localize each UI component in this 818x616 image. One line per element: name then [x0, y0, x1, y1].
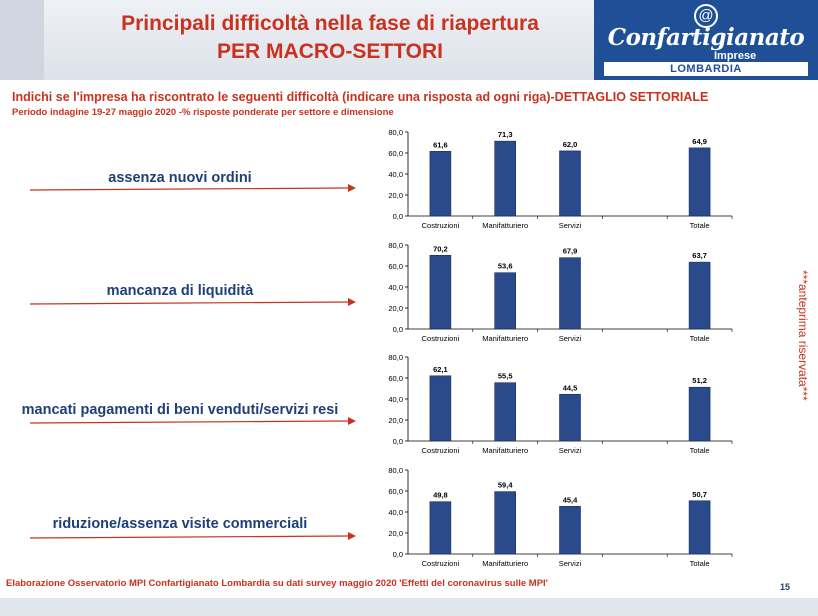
logo-sub: Imprese: [714, 50, 757, 62]
bar-value-label: 45,4: [563, 495, 578, 504]
header-banner: Principali difficoltà nella fase di riap…: [0, 0, 818, 80]
x-category-label: Costruzioni: [422, 221, 460, 230]
bar-value-label: 55,5: [498, 372, 513, 381]
bar-value-label: 63,7: [692, 251, 707, 260]
chart-mancati-pagamenti: 0,0 20,0 40,0 60,0 80,0 62,1 Costruzioni 55,5 Ma…: [388, 353, 733, 455]
bar-value-label: 53,6: [498, 262, 513, 271]
y-tick-label: 40,0: [388, 283, 403, 292]
row-label-4: riduzione/assenza visite commerciali: [52, 516, 308, 532]
y-tick-label: 80,0: [388, 353, 403, 362]
y-tick-label: 40,0: [388, 508, 403, 517]
survey-period-note: Periodo indagine 19-27 maggio 2020 -% ri…: [12, 107, 394, 118]
x-category-label: Manifatturiero: [482, 446, 528, 455]
arrow-icon: [30, 417, 356, 425]
bottom-band: [0, 598, 818, 616]
arrow-icon: [30, 532, 356, 540]
bar: [429, 375, 452, 442]
y-tick-label: 0,0: [393, 550, 403, 559]
page-number: 15: [780, 582, 791, 592]
bar: [429, 151, 452, 217]
x-category-label: Totale: [690, 446, 710, 455]
header-left-strip: [0, 0, 44, 80]
page-title: Principali difficoltà nella fase di riap…: [70, 10, 590, 66]
bar-value-label: 62,1: [433, 365, 448, 374]
bar-value-label: 51,2: [692, 376, 707, 385]
bar: [494, 140, 516, 217]
y-tick-label: 60,0: [388, 149, 403, 158]
arrow-icon: [30, 184, 356, 192]
y-tick-label: 20,0: [388, 304, 403, 313]
y-tick-label: 20,0: [388, 416, 403, 425]
x-category-label: Totale: [690, 559, 710, 568]
x-category-label: Costruzioni: [422, 334, 460, 343]
y-tick-label: 80,0: [388, 241, 403, 250]
at-sign-icon: @: [694, 4, 718, 28]
row-label-1: assenza nuovi ordini: [108, 170, 252, 186]
bar: [494, 272, 516, 330]
question-subtitle: Indichi se l'impresa ha riscontrato le s…: [12, 90, 709, 104]
chart-riduzione-visite: 0,0 20,0 40,0 60,0 80,0 49,8 Costruzioni 59,4 Ma…: [388, 466, 733, 568]
y-tick-label: 20,0: [388, 191, 403, 200]
title-line-2: PER MACRO-SETTORI: [217, 40, 443, 63]
y-tick-label: 40,0: [388, 395, 403, 404]
bar: [559, 506, 581, 555]
bar-value-label: 61,6: [433, 140, 448, 149]
bar-value-label: 70,2: [433, 244, 448, 253]
confartigianato-logo: @ Confartigianato Imprese LOMBARDIA: [594, 0, 818, 80]
x-category-label: Totale: [690, 334, 710, 343]
bar: [688, 261, 711, 330]
bar: [429, 254, 452, 330]
x-category-label: Servizi: [559, 446, 582, 455]
x-category-label: Costruzioni: [422, 559, 460, 568]
bar: [559, 150, 581, 217]
side-note: ***anteprima riservata***: [796, 270, 810, 410]
bar: [494, 382, 516, 442]
chart-assenza-nuovi-ordini: 0,0 20,0 40,0 60,0 80,0 61,6 Costruzioni 71,3 Ma…: [388, 128, 733, 230]
bar: [559, 393, 581, 442]
y-tick-label: 20,0: [388, 529, 403, 538]
bar-value-label: 64,9: [692, 137, 707, 146]
y-tick-label: 60,0: [388, 487, 403, 496]
bar: [559, 257, 581, 330]
x-category-label: Manifatturiero: [482, 559, 528, 568]
footer-source: Elaborazione Osservatorio MPI Confartigi…: [6, 578, 548, 589]
bar: [494, 491, 516, 555]
logo-name: Confartigianato: [607, 24, 805, 51]
logo-region: LOMBARDIA: [604, 62, 808, 76]
arrow-icon: [30, 298, 356, 306]
row-label-3: mancati pagamenti di beni venduti/serviz…: [21, 402, 339, 418]
bar-value-label: 59,4: [498, 481, 513, 490]
y-tick-label: 0,0: [393, 212, 403, 221]
bar: [688, 147, 711, 217]
y-tick-label: 0,0: [393, 325, 403, 334]
y-tick-label: 0,0: [393, 437, 403, 446]
y-tick-label: 40,0: [388, 170, 403, 179]
x-category-label: Manifatturiero: [482, 334, 528, 343]
bar-value-label: 49,8: [433, 491, 448, 500]
bar-value-label: 50,7: [692, 490, 707, 499]
y-tick-label: 80,0: [388, 466, 403, 475]
x-category-label: Costruzioni: [422, 446, 460, 455]
y-tick-label: 80,0: [388, 128, 403, 137]
title-line-1: Principali difficoltà nella fase di riap…: [121, 12, 539, 35]
y-tick-label: 60,0: [388, 262, 403, 271]
x-category-label: Servizi: [559, 559, 582, 568]
x-category-label: Totale: [690, 221, 710, 230]
chart-mancanza-liquidita: 0,0 20,0 40,0 60,0 80,0 70,2 Costruzioni 53,6 Ma…: [388, 241, 733, 343]
bar-value-label: 67,9: [563, 247, 578, 256]
side-note-text: ***anteprima riservata***: [796, 270, 810, 401]
bar: [688, 500, 711, 555]
bar: [429, 501, 452, 555]
bar: [688, 386, 711, 442]
row-label-2: mancanza di liquidità: [106, 283, 254, 299]
y-tick-label: 60,0: [388, 374, 403, 383]
bar-value-label: 44,5: [563, 383, 578, 392]
x-category-label: Servizi: [559, 221, 582, 230]
bar-value-label: 71,3: [498, 130, 513, 139]
bar-value-label: 62,0: [563, 140, 578, 149]
x-category-label: Servizi: [559, 334, 582, 343]
x-category-label: Manifatturiero: [482, 221, 528, 230]
